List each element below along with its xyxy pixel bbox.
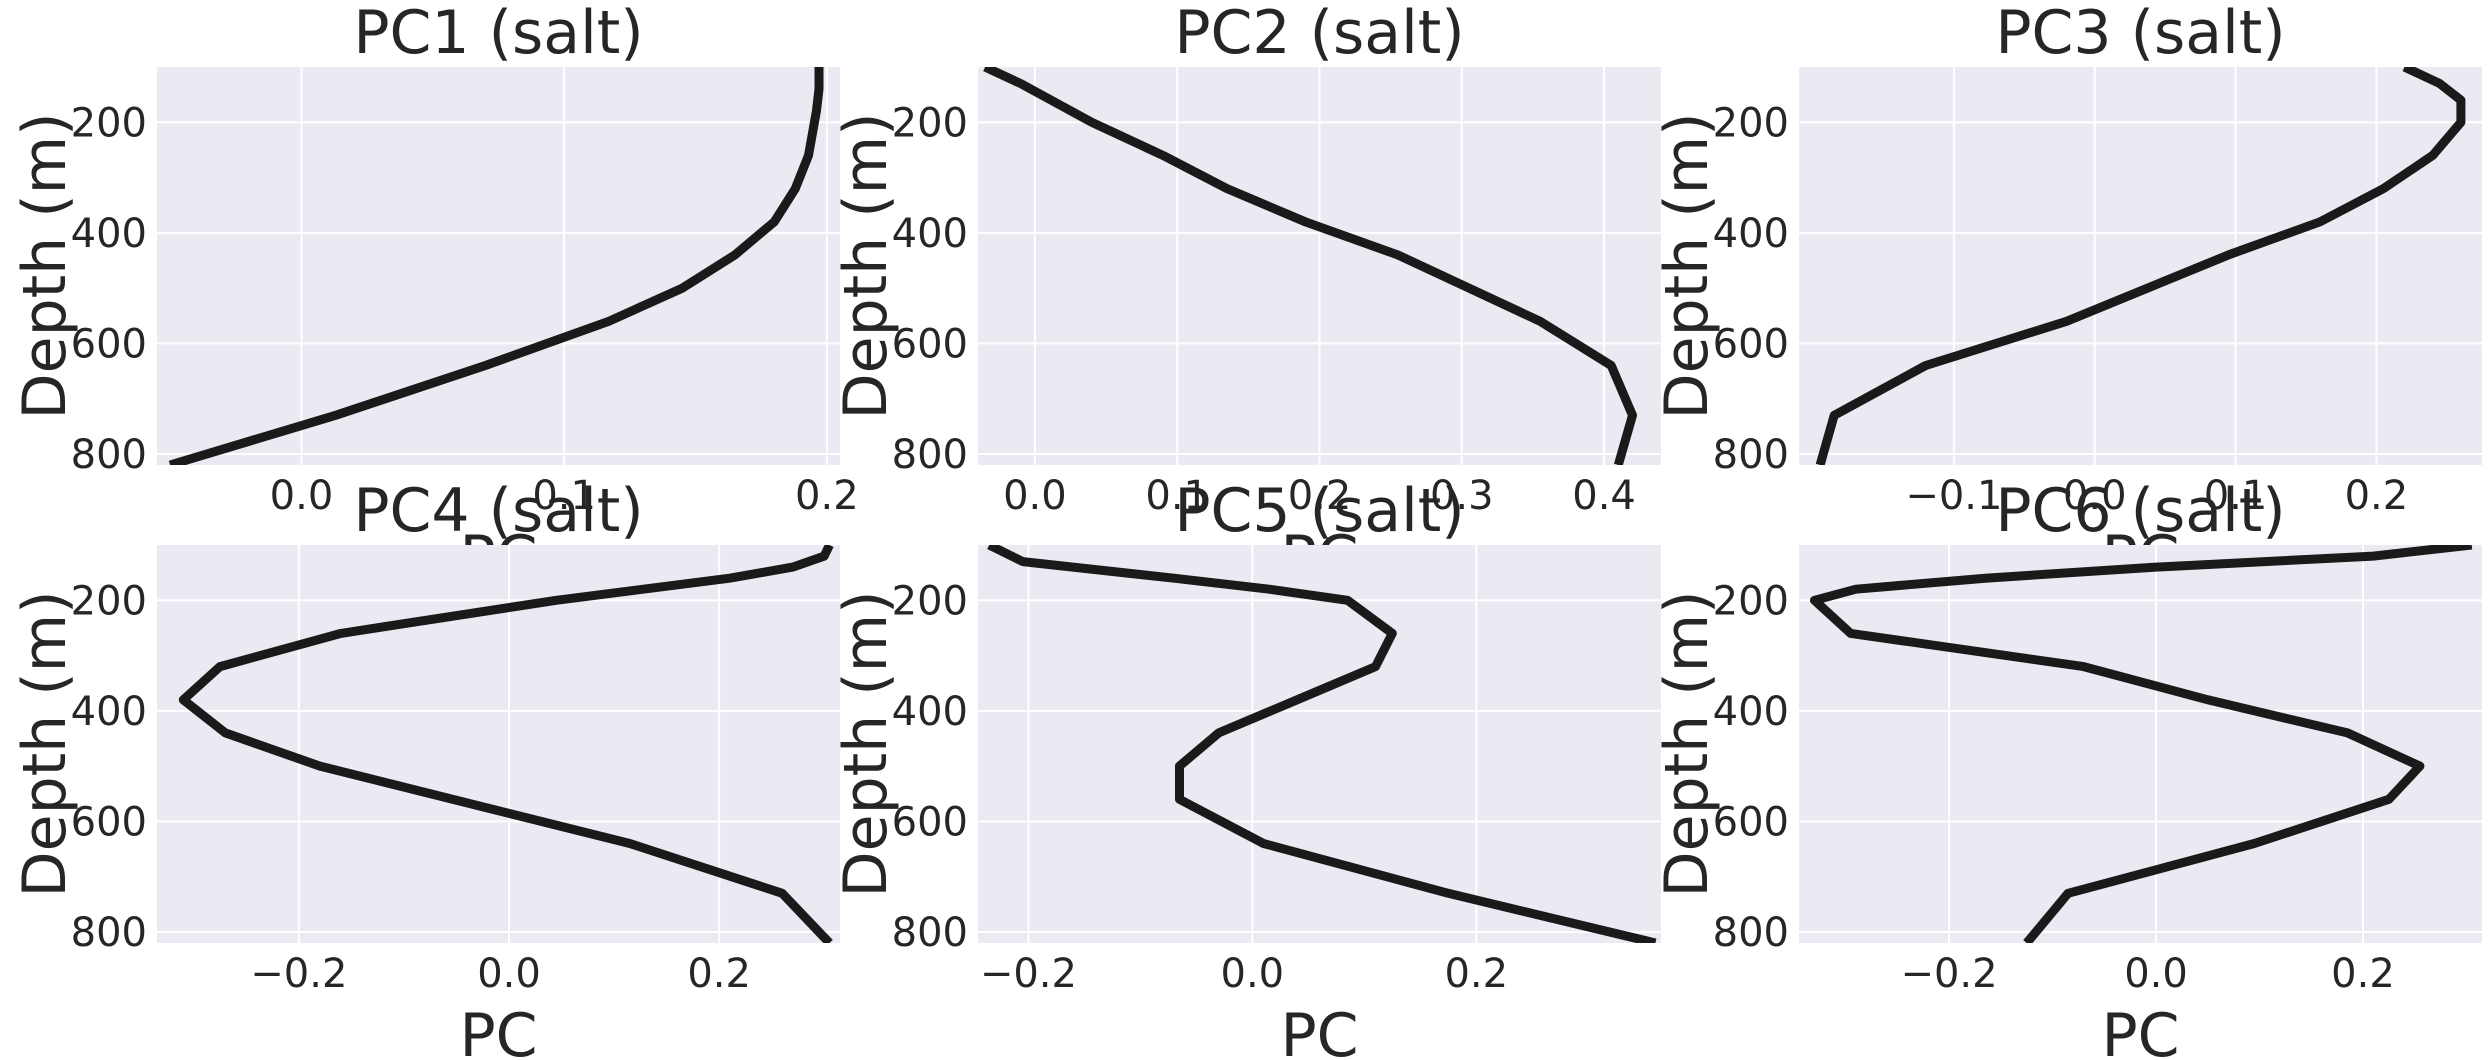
subplot-5: −0.2 0.0 0.2 200 400 600 800 PC5 (salt) Depth (m… (831, 476, 1661, 1060)
y-tick-label: 200 (71, 100, 147, 146)
y-tick-label: 200 (71, 578, 147, 624)
y-tick-label: 200 (892, 578, 968, 624)
subplot-title: PC4 (salt) (353, 476, 643, 546)
y-tick-label: 400 (71, 211, 147, 257)
series-line (168, 67, 824, 465)
x-tick-label: −0.2 (1900, 951, 1997, 997)
series-line (987, 545, 1657, 943)
y-tick-label: 800 (892, 910, 968, 956)
y-tick-label: 800 (1713, 910, 1789, 956)
x-axis-label: PC (459, 1001, 537, 1060)
y-tick-label: 200 (1713, 578, 1789, 624)
x-tick-label: 0.0 (1221, 951, 1285, 997)
x-tick-label: 0.0 (477, 951, 541, 997)
plot-area (1799, 67, 2482, 465)
subplot-2: 0.0 0.1 0.2 0.3 0.4 200 400 600 800 PC2 (salt) Dep… (831, 0, 1661, 593)
y-axis-label: Depth (m) (10, 590, 80, 897)
x-tick-label: 0.2 (1288, 473, 1352, 519)
x-tick-label: 0.1 (2204, 473, 2268, 519)
x-tick-label: 0.4 (1572, 473, 1636, 519)
x-tick-label: 0.2 (687, 951, 751, 997)
x-tick-label: −0.2 (250, 951, 347, 997)
y-tick-label: 800 (1713, 432, 1789, 478)
x-axis-label: PC (2101, 1001, 2179, 1060)
subplot-title: PC3 (salt) (1995, 0, 2285, 68)
y-tick-label: 600 (71, 799, 147, 845)
subplot-title: PC2 (salt) (1174, 0, 1464, 68)
y-tick-label: 800 (71, 432, 147, 478)
y-axis-label: Depth (m) (1652, 590, 1722, 897)
subplot-4: −0.2 0.0 0.2 200 400 600 800 PC4 (salt) Depth (m… (10, 476, 840, 1060)
plot-area (157, 67, 840, 465)
plot-area (978, 545, 1661, 943)
y-tick-label: 400 (1713, 211, 1789, 257)
x-tick-label: 0.1 (532, 473, 596, 519)
y-axis-label: Depth (m) (831, 112, 901, 419)
y-tick-label: 400 (892, 689, 968, 735)
y-axis-label: Depth (m) (10, 112, 80, 419)
subplot-3: −0.1 0.0 0.1 0.2 200 400 600 800 PC3 (salt) Depth… (1652, 0, 2482, 593)
y-tick-label: 200 (1713, 100, 1789, 146)
y-axis-label: Depth (m) (1652, 112, 1722, 419)
y-tick-label: 600 (892, 799, 968, 845)
y-tick-label: 800 (892, 432, 968, 478)
subplot-title: PC5 (salt) (1174, 476, 1464, 546)
x-tick-label: −0.2 (980, 951, 1077, 997)
y-tick-label: 600 (1713, 321, 1789, 367)
subplot-title: PC1 (salt) (353, 0, 643, 68)
y-tick-label: 800 (71, 910, 147, 956)
x-tick-label: 0.3 (1430, 473, 1494, 519)
x-tick-label: −0.1 (1905, 473, 2002, 519)
x-tick-label: 0.2 (795, 473, 859, 519)
y-tick-label: 600 (892, 321, 968, 367)
y-tick-label: 600 (71, 321, 147, 367)
x-tick-label: 0.1 (1145, 473, 1209, 519)
subplot-title: PC6 (salt) (1995, 476, 2285, 546)
x-tick-label: 0.0 (2063, 473, 2127, 519)
series-line (983, 67, 1637, 465)
subplot-6: −0.2 0.0 0.2 200 400 600 800 PC6 (salt) Depth (m… (1652, 476, 2482, 1060)
y-tick-label: 600 (1713, 799, 1789, 845)
x-tick-label: 0.0 (1003, 473, 1067, 519)
series-line (178, 545, 834, 943)
y-tick-label: 400 (892, 211, 968, 257)
y-tick-label: 200 (892, 100, 968, 146)
series-line (1810, 545, 2473, 943)
y-tick-label: 400 (71, 689, 147, 735)
y-tick-label: 400 (1713, 689, 1789, 735)
x-tick-label: 0.2 (2345, 473, 2409, 519)
x-tick-label: 0.2 (2331, 951, 2395, 997)
x-tick-label: 0.2 (1444, 951, 1508, 997)
x-tick-label: 0.0 (2124, 951, 2188, 997)
x-axis-label: PC (1280, 1001, 1358, 1060)
x-tick-label: 0.0 (270, 473, 334, 519)
series-line (1815, 67, 2466, 465)
y-axis-label: Depth (m) (831, 590, 901, 897)
